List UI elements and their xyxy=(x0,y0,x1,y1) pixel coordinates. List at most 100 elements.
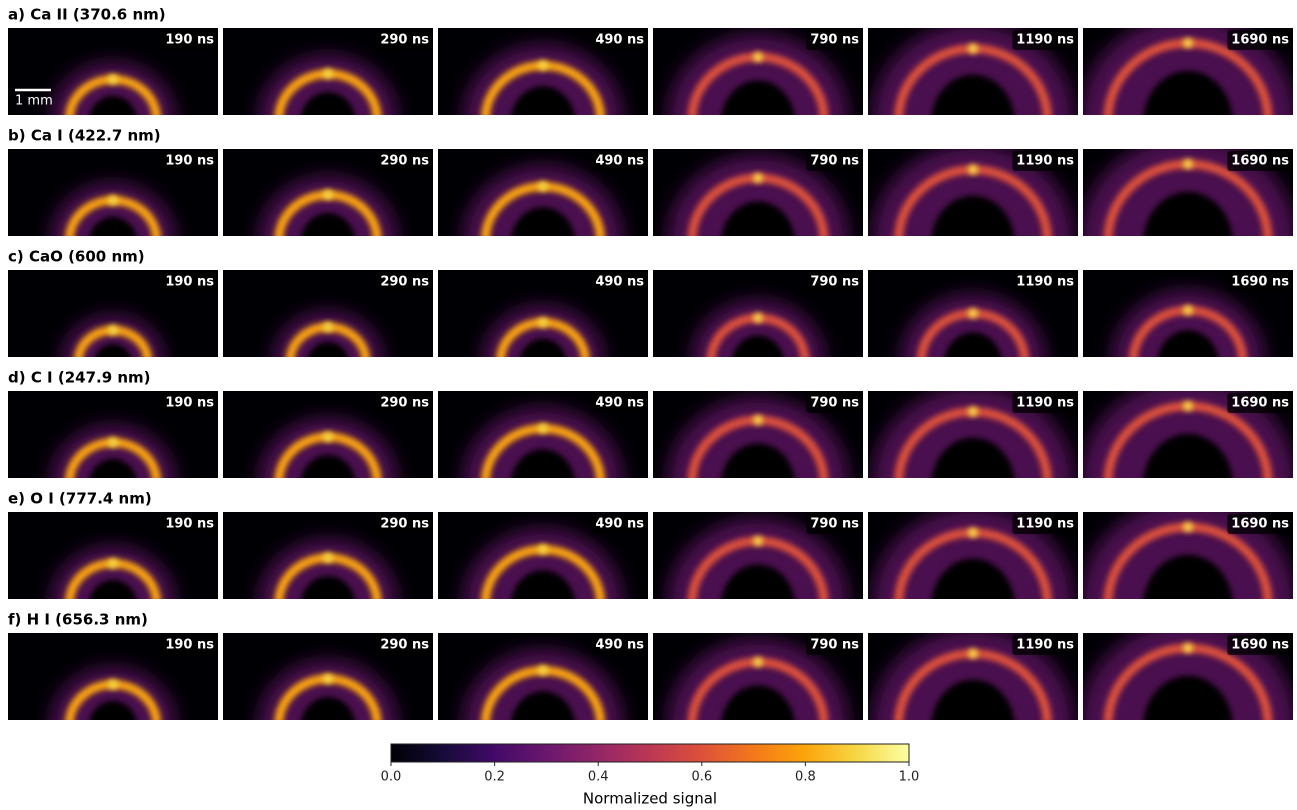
time-label: 1690 ns xyxy=(1231,33,1289,48)
hotspot xyxy=(108,74,118,85)
time-box xyxy=(591,272,648,292)
hole xyxy=(1143,554,1233,599)
hole xyxy=(511,570,575,599)
hotspot xyxy=(323,189,333,200)
hole xyxy=(511,207,575,236)
hotspot xyxy=(538,665,548,676)
plume xyxy=(50,545,176,599)
time-label: 190 ns xyxy=(165,33,214,48)
row-title: e) O I (777.4 nm) xyxy=(8,490,152,508)
time-box xyxy=(1012,272,1078,292)
time-label: 1690 ns xyxy=(1231,517,1289,532)
glow xyxy=(667,638,849,720)
glow xyxy=(50,424,176,478)
plume xyxy=(258,417,398,478)
time-box xyxy=(806,151,863,171)
hotspot xyxy=(753,312,763,323)
time-box xyxy=(161,272,218,292)
time-label: 1190 ns xyxy=(1016,275,1074,290)
glow xyxy=(667,33,849,115)
time-label: 790 ns xyxy=(810,638,859,653)
glow xyxy=(463,649,623,720)
plume xyxy=(900,293,1046,357)
hole xyxy=(94,343,132,357)
hotspot xyxy=(753,536,763,546)
hotspot xyxy=(323,68,333,79)
time-label: 1190 ns xyxy=(1016,517,1074,532)
hotspot xyxy=(753,657,763,667)
time-box xyxy=(591,514,648,534)
plume xyxy=(1111,289,1265,357)
glow xyxy=(667,517,849,599)
hole xyxy=(721,564,795,599)
plume xyxy=(667,33,849,115)
hotspot xyxy=(538,181,548,192)
hotspot xyxy=(1183,305,1193,316)
plume xyxy=(50,61,176,115)
hole xyxy=(511,691,575,720)
time-box xyxy=(806,514,863,534)
hole xyxy=(89,95,137,115)
plume xyxy=(61,314,165,357)
time-box xyxy=(161,151,218,171)
time-label: 490 ns xyxy=(595,396,644,411)
time-box xyxy=(376,635,433,655)
plume xyxy=(463,649,623,720)
plume xyxy=(463,165,623,236)
glow xyxy=(667,154,849,236)
time-box xyxy=(806,272,863,292)
hotspot xyxy=(323,322,333,333)
hole xyxy=(944,332,1002,357)
hotspot xyxy=(108,325,118,336)
hotspot xyxy=(1183,38,1193,48)
hole xyxy=(1143,675,1233,720)
glow xyxy=(482,304,604,357)
time-box xyxy=(591,151,648,171)
time-label: 1690 ns xyxy=(1231,275,1289,290)
time-box xyxy=(1227,635,1293,655)
time-label: 1190 ns xyxy=(1016,638,1074,653)
time-label: 1690 ns xyxy=(1231,396,1289,411)
plume xyxy=(482,304,604,357)
glow xyxy=(258,175,398,236)
time-label: 290 ns xyxy=(380,396,429,411)
time-label: 1190 ns xyxy=(1016,154,1074,169)
time-box xyxy=(1012,151,1078,171)
hole xyxy=(1143,433,1233,478)
hole xyxy=(89,579,137,599)
glow xyxy=(667,396,849,478)
time-label: 1190 ns xyxy=(1016,396,1074,411)
time-box xyxy=(161,30,218,50)
hole xyxy=(520,338,566,357)
plume xyxy=(463,407,623,478)
glow xyxy=(463,44,623,115)
hole xyxy=(89,216,137,236)
time-box xyxy=(1227,30,1293,50)
glow xyxy=(463,407,623,478)
time-label: 290 ns xyxy=(380,275,429,290)
glow xyxy=(258,538,398,599)
plume xyxy=(50,666,176,720)
row-title: f) H I (656.3 nm) xyxy=(8,611,148,629)
colorbar xyxy=(390,743,910,763)
time-box xyxy=(161,514,218,534)
time-box xyxy=(806,30,863,50)
plume xyxy=(667,638,849,720)
hole xyxy=(301,454,355,478)
hotspot xyxy=(968,308,978,319)
hotspot xyxy=(108,195,118,206)
hole xyxy=(301,575,355,599)
time-label: 490 ns xyxy=(595,154,644,169)
hotspot xyxy=(753,52,763,62)
hole xyxy=(931,558,1015,599)
colorbar-tick-label: 1.0 xyxy=(899,770,920,785)
hotspot xyxy=(323,673,333,684)
time-label: 490 ns xyxy=(595,275,644,290)
glow xyxy=(258,659,398,720)
hotspot xyxy=(108,437,118,448)
time-box xyxy=(591,635,648,655)
row-title: d) C I (247.9 nm) xyxy=(8,369,151,387)
glow xyxy=(691,299,825,357)
glow xyxy=(1111,289,1265,357)
